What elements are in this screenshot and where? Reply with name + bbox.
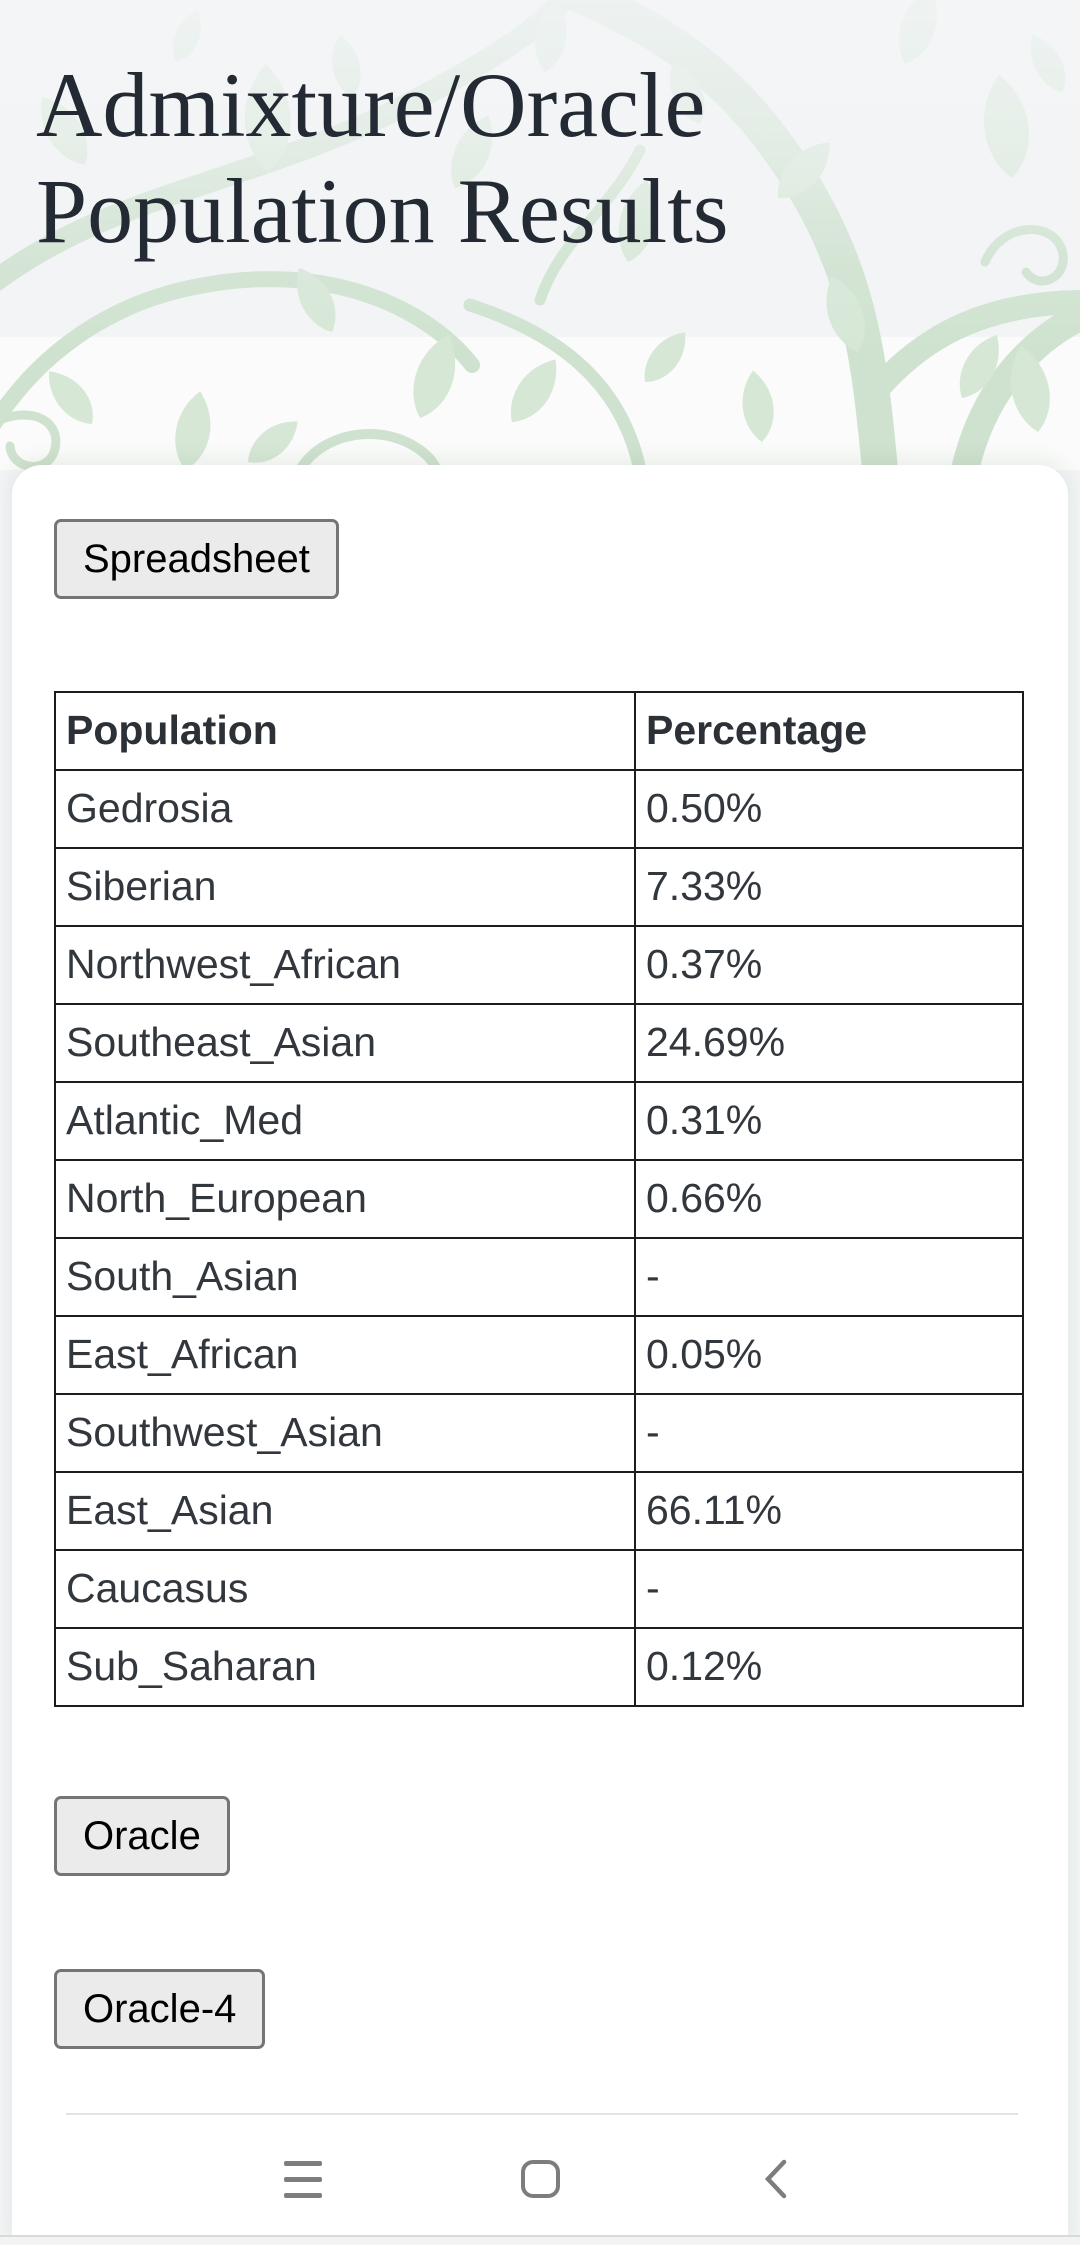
percentage-cell: 0.05% bbox=[634, 1315, 1024, 1395]
percentage-cell: 0.12% bbox=[634, 1627, 1024, 1707]
table-row: East_Asian 66.11% bbox=[54, 1471, 1024, 1551]
percentage-cell: 66.11% bbox=[634, 1471, 1024, 1551]
spreadsheet-button[interactable]: Spreadsheet bbox=[54, 519, 339, 599]
table-row: Siberian 7.33% bbox=[54, 847, 1024, 927]
population-cell: North_European bbox=[54, 1159, 636, 1239]
table-row: Atlantic_Med 0.31% bbox=[54, 1081, 1024, 1161]
footer-divider bbox=[66, 2113, 1018, 2115]
column-header-population: Population bbox=[54, 691, 636, 771]
table-row: Gedrosia 0.50% bbox=[54, 769, 1024, 849]
table-row: Southwest_Asian - bbox=[54, 1393, 1024, 1473]
table-row: Caucasus - bbox=[54, 1549, 1024, 1629]
population-cell: East_African bbox=[54, 1315, 636, 1395]
percentage-cell: - bbox=[634, 1549, 1024, 1629]
percentage-cell: 7.33% bbox=[634, 847, 1024, 927]
percentage-cell: 0.50% bbox=[634, 769, 1024, 849]
population-results-table: Population Percentage Gedrosia 0.50% Siber… bbox=[54, 691, 1024, 1707]
table-header-row: Population Percentage bbox=[54, 691, 1024, 771]
android-navigation-bar bbox=[0, 2115, 1080, 2236]
table-row: East_African 0.05% bbox=[54, 1315, 1024, 1395]
population-cell: South_Asian bbox=[54, 1237, 636, 1317]
population-cell: Southwest_Asian bbox=[54, 1393, 636, 1473]
population-cell: Northwest_African bbox=[54, 925, 636, 1005]
column-header-percentage: Percentage bbox=[634, 691, 1024, 771]
population-cell: Caucasus bbox=[54, 1549, 636, 1629]
population-cell: Atlantic_Med bbox=[54, 1081, 636, 1161]
population-cell: Siberian bbox=[54, 847, 636, 927]
table-row: North_European 0.66% bbox=[54, 1159, 1024, 1239]
table-row: Sub_Saharan 0.12% bbox=[54, 1627, 1024, 1707]
population-cell: Southeast_Asian bbox=[54, 1003, 636, 1083]
oracle-4-button[interactable]: Oracle-4 bbox=[54, 1969, 266, 2049]
home-button[interactable] bbox=[521, 2160, 560, 2198]
population-table-body: Gedrosia 0.50% Siberian 7.33% Northwest_Afri… bbox=[54, 769, 1024, 1707]
population-cell: East_Asian bbox=[54, 1471, 636, 1551]
page-title: Admixture/Oracle Population Results bbox=[36, 54, 729, 262]
percentage-cell: 0.66% bbox=[634, 1159, 1024, 1239]
header-hero: Admixture/Oracle Population Results bbox=[0, 0, 1080, 470]
viewport-bottom-edge bbox=[0, 2235, 1080, 2245]
percentage-cell: 0.37% bbox=[634, 925, 1024, 1005]
percentage-cell: 24.69% bbox=[634, 1003, 1024, 1083]
percentage-cell: 0.31% bbox=[634, 1081, 1024, 1161]
recents-button[interactable] bbox=[284, 2161, 322, 2198]
back-icon bbox=[764, 2159, 787, 2199]
table-row: Southeast_Asian 24.69% bbox=[54, 1003, 1024, 1083]
recents-icon bbox=[284, 2161, 322, 2198]
back-button[interactable] bbox=[763, 2159, 789, 2199]
home-icon bbox=[521, 2160, 560, 2198]
population-cell: Gedrosia bbox=[54, 769, 636, 849]
population-cell: Sub_Saharan bbox=[54, 1627, 636, 1707]
percentage-cell: - bbox=[634, 1393, 1024, 1473]
content-card: Spreadsheet Population Percentage Gedros… bbox=[12, 465, 1068, 2245]
table-row: South_Asian - bbox=[54, 1237, 1024, 1317]
oracle-button[interactable]: Oracle bbox=[54, 1796, 230, 1876]
table-row: Northwest_African 0.37% bbox=[54, 925, 1024, 1005]
percentage-cell: - bbox=[634, 1237, 1024, 1317]
